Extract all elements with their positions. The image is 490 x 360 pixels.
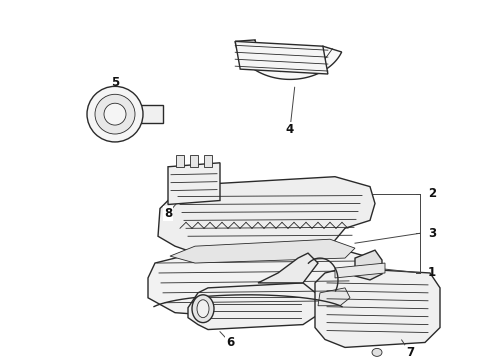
Text: 8: 8 <box>164 207 172 220</box>
Text: 5: 5 <box>111 76 119 89</box>
Polygon shape <box>204 155 212 167</box>
Polygon shape <box>318 288 350 306</box>
Polygon shape <box>258 253 318 283</box>
Polygon shape <box>315 268 440 347</box>
Polygon shape <box>148 246 370 318</box>
Polygon shape <box>190 155 198 167</box>
Ellipse shape <box>87 86 143 142</box>
Ellipse shape <box>95 94 135 134</box>
Text: 1: 1 <box>428 266 436 279</box>
Text: 4: 4 <box>286 122 294 136</box>
Ellipse shape <box>372 348 382 356</box>
Polygon shape <box>170 239 355 263</box>
Polygon shape <box>188 283 318 329</box>
Polygon shape <box>235 40 342 80</box>
Ellipse shape <box>192 295 214 323</box>
Polygon shape <box>168 163 220 204</box>
Text: 7: 7 <box>406 346 414 359</box>
Text: 6: 6 <box>226 336 234 349</box>
Text: 3: 3 <box>428 227 436 240</box>
Polygon shape <box>140 105 163 123</box>
Text: 2: 2 <box>428 187 436 200</box>
Polygon shape <box>335 263 385 278</box>
Polygon shape <box>158 177 375 253</box>
Polygon shape <box>235 41 328 74</box>
Polygon shape <box>176 155 184 167</box>
Polygon shape <box>355 250 382 280</box>
Ellipse shape <box>104 103 126 125</box>
Ellipse shape <box>197 300 209 318</box>
